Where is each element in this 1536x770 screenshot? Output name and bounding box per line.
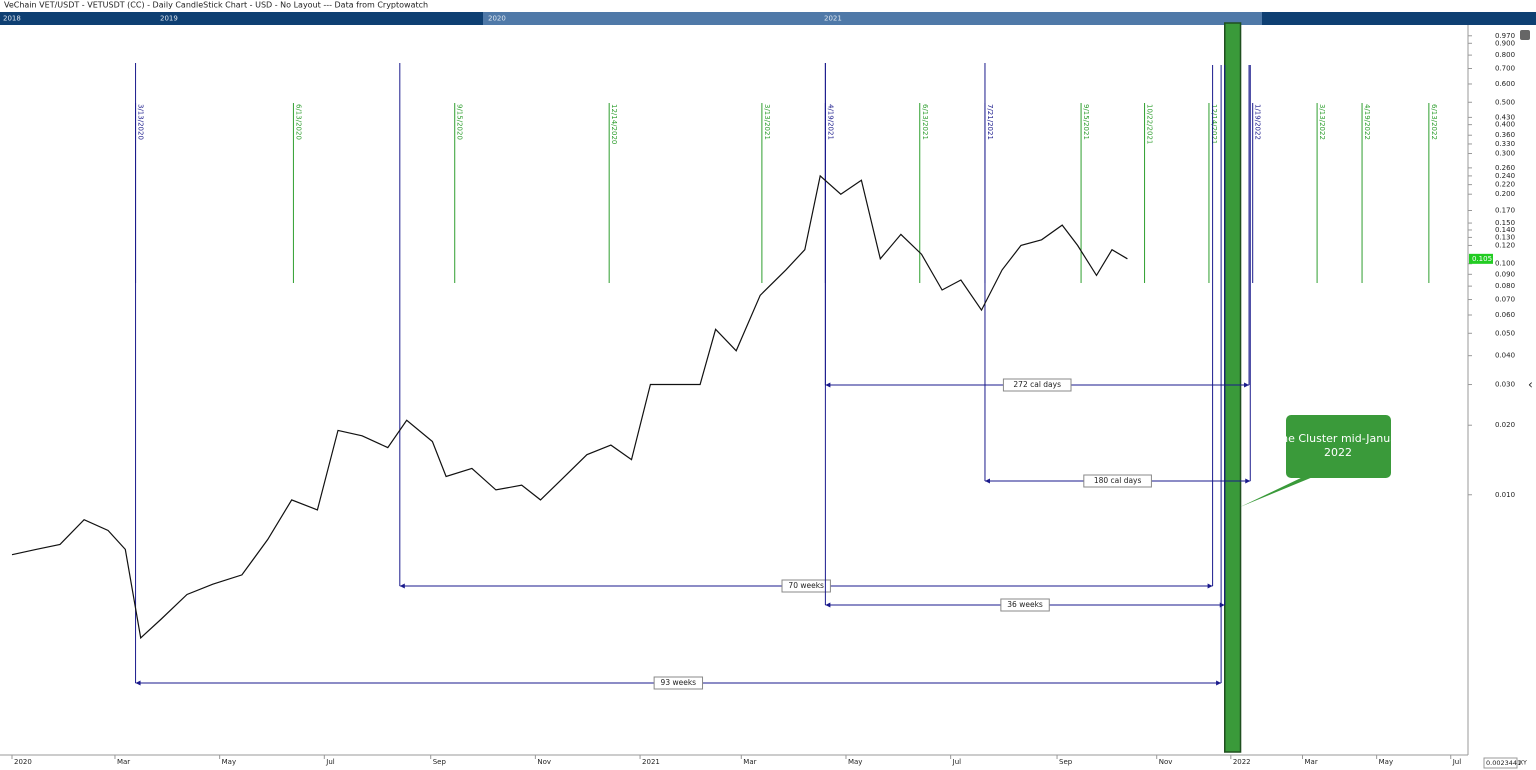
navigator-label: 2021 [824, 15, 842, 23]
y-tick-label: 0.020 [1495, 421, 1515, 429]
date-line-label: 6/13/2021 [921, 104, 929, 140]
y-tick-label: 0.070 [1495, 296, 1515, 304]
last-price-tag [1469, 253, 1493, 264]
y-tick-label: 0.500 [1495, 98, 1515, 106]
x-tick-label: Jul [325, 758, 335, 766]
y-tick-label: 0.200 [1495, 190, 1515, 198]
callout-pointer [1240, 470, 1330, 507]
price-line [11, 174, 1128, 640]
y-tick-label: 0.150 [1495, 219, 1515, 227]
y-tick-label: 0.100 [1495, 260, 1515, 268]
x-tick-label: 2020 [14, 758, 32, 766]
date-line-label: 3/13/2020 [137, 104, 145, 140]
y-tick-label: 0.060 [1495, 311, 1515, 319]
measure-label: 272 cal days [1013, 380, 1061, 389]
navigator-label: 2019 [160, 15, 178, 23]
measure-label-box [1002, 378, 1072, 392]
y-tick-label: 0.040 [1495, 352, 1515, 360]
navigator-label: 2020 [488, 15, 506, 23]
navigator-label: 2018 [3, 15, 21, 23]
x-tick-label: Jul [1452, 758, 1462, 766]
x-tick-label: May [848, 758, 862, 766]
date-line-label: 10/22/2021 [1146, 104, 1154, 144]
last-price-label: 0.105 [1472, 255, 1492, 263]
y-tick-label: 0.240 [1495, 172, 1515, 180]
crosshair-value: 0.0023441 [1486, 759, 1521, 767]
measure-label: 36 weeks [1007, 600, 1043, 609]
measure-label-box [653, 676, 704, 690]
crosshair-mode: XY [1519, 760, 1527, 767]
x-tick-label: May [1379, 758, 1393, 766]
navigator-window[interactable] [483, 12, 1262, 25]
measure-label: 93 weeks [661, 678, 697, 687]
x-tick-label: Sep [1059, 758, 1073, 766]
y-tick-label: 0.400 [1495, 121, 1515, 129]
date-line-label: 4/19/2021 [826, 104, 834, 140]
y-tick-label: 0.800 [1495, 51, 1515, 59]
y-tick-label: 0.970 [1495, 32, 1515, 40]
y-tick-label: 0.260 [1495, 164, 1515, 172]
x-tick-label: 2021 [642, 758, 660, 766]
measure-label: 180 cal days [1094, 476, 1142, 485]
date-line-label: 3/13/2021 [763, 104, 771, 140]
y-tick-label: 0.600 [1495, 80, 1515, 88]
measure-label-box [1000, 598, 1050, 612]
y-tick-label: 0.700 [1495, 65, 1515, 73]
x-tick-label: Mar [1305, 758, 1318, 766]
x-tick-label: Sep [433, 758, 447, 766]
y-tick-label: 0.010 [1495, 491, 1515, 499]
y-tick-label: 0.430 [1495, 113, 1515, 121]
y-tick-label: 0.220 [1495, 181, 1515, 189]
date-line-label: 9/15/2021 [1082, 104, 1090, 140]
y-tick-label: 0.090 [1495, 270, 1515, 278]
lock-icon[interactable] [1520, 30, 1530, 40]
callout-text: Time Cluster mid-January 2022 [1267, 432, 1408, 459]
x-tick-label: Nov [537, 758, 551, 766]
x-tick-label: Mar [117, 758, 130, 766]
x-tick-label: Mar [743, 758, 756, 766]
x-tick-label: May [222, 758, 236, 766]
date-line-label: 6/13/2022 [1430, 104, 1438, 140]
date-line-label: 12/14/2020 [610, 104, 618, 144]
chart-title: VeChain VET/USDT - VETUSDT (CC) - Daily … [4, 1, 428, 10]
y-tick-label: 0.300 [1495, 150, 1515, 158]
date-line-label: 7/21/2021 [986, 104, 994, 140]
measure-label-box [781, 579, 831, 593]
y-tick-label: 0.130 [1495, 233, 1515, 241]
y-tick-label: 0.080 [1495, 282, 1515, 290]
date-line-label: 12/14/2021 [1210, 104, 1218, 144]
y-tick-label: 0.140 [1495, 226, 1515, 234]
y-tick-label: 0.050 [1495, 329, 1515, 337]
time-cluster [1224, 22, 1242, 753]
date-line-label: 3/13/2022 [1318, 104, 1326, 140]
x-tick-label: Jul [952, 758, 962, 766]
date-line-label: 9/15/2020 [456, 104, 464, 140]
date-line-label: 1/19/2022 [1254, 104, 1262, 140]
y-tick-label: 0.120 [1495, 241, 1515, 249]
date-line-label: 6/13/2020 [294, 104, 302, 140]
collapse-icon[interactable]: ‹ [1528, 378, 1533, 392]
crosshair-box [1483, 757, 1518, 769]
y-tick-label: 0.360 [1495, 131, 1515, 139]
date-line-label: 4/19/2022 [1363, 104, 1371, 140]
measure-label: 70 weeks [788, 581, 824, 590]
y-tick-label: 0.170 [1495, 207, 1515, 215]
y-tick-label: 0.330 [1495, 140, 1515, 148]
y-tick-label: 0.030 [1495, 381, 1515, 389]
x-tick-label: Nov [1159, 758, 1173, 766]
y-tick-label: 0.900 [1495, 39, 1515, 47]
callout-box [1286, 415, 1391, 478]
measure-label-box [1083, 474, 1152, 488]
x-tick-label: 2022 [1233, 758, 1251, 766]
navigator-tail [1262, 12, 1536, 25]
